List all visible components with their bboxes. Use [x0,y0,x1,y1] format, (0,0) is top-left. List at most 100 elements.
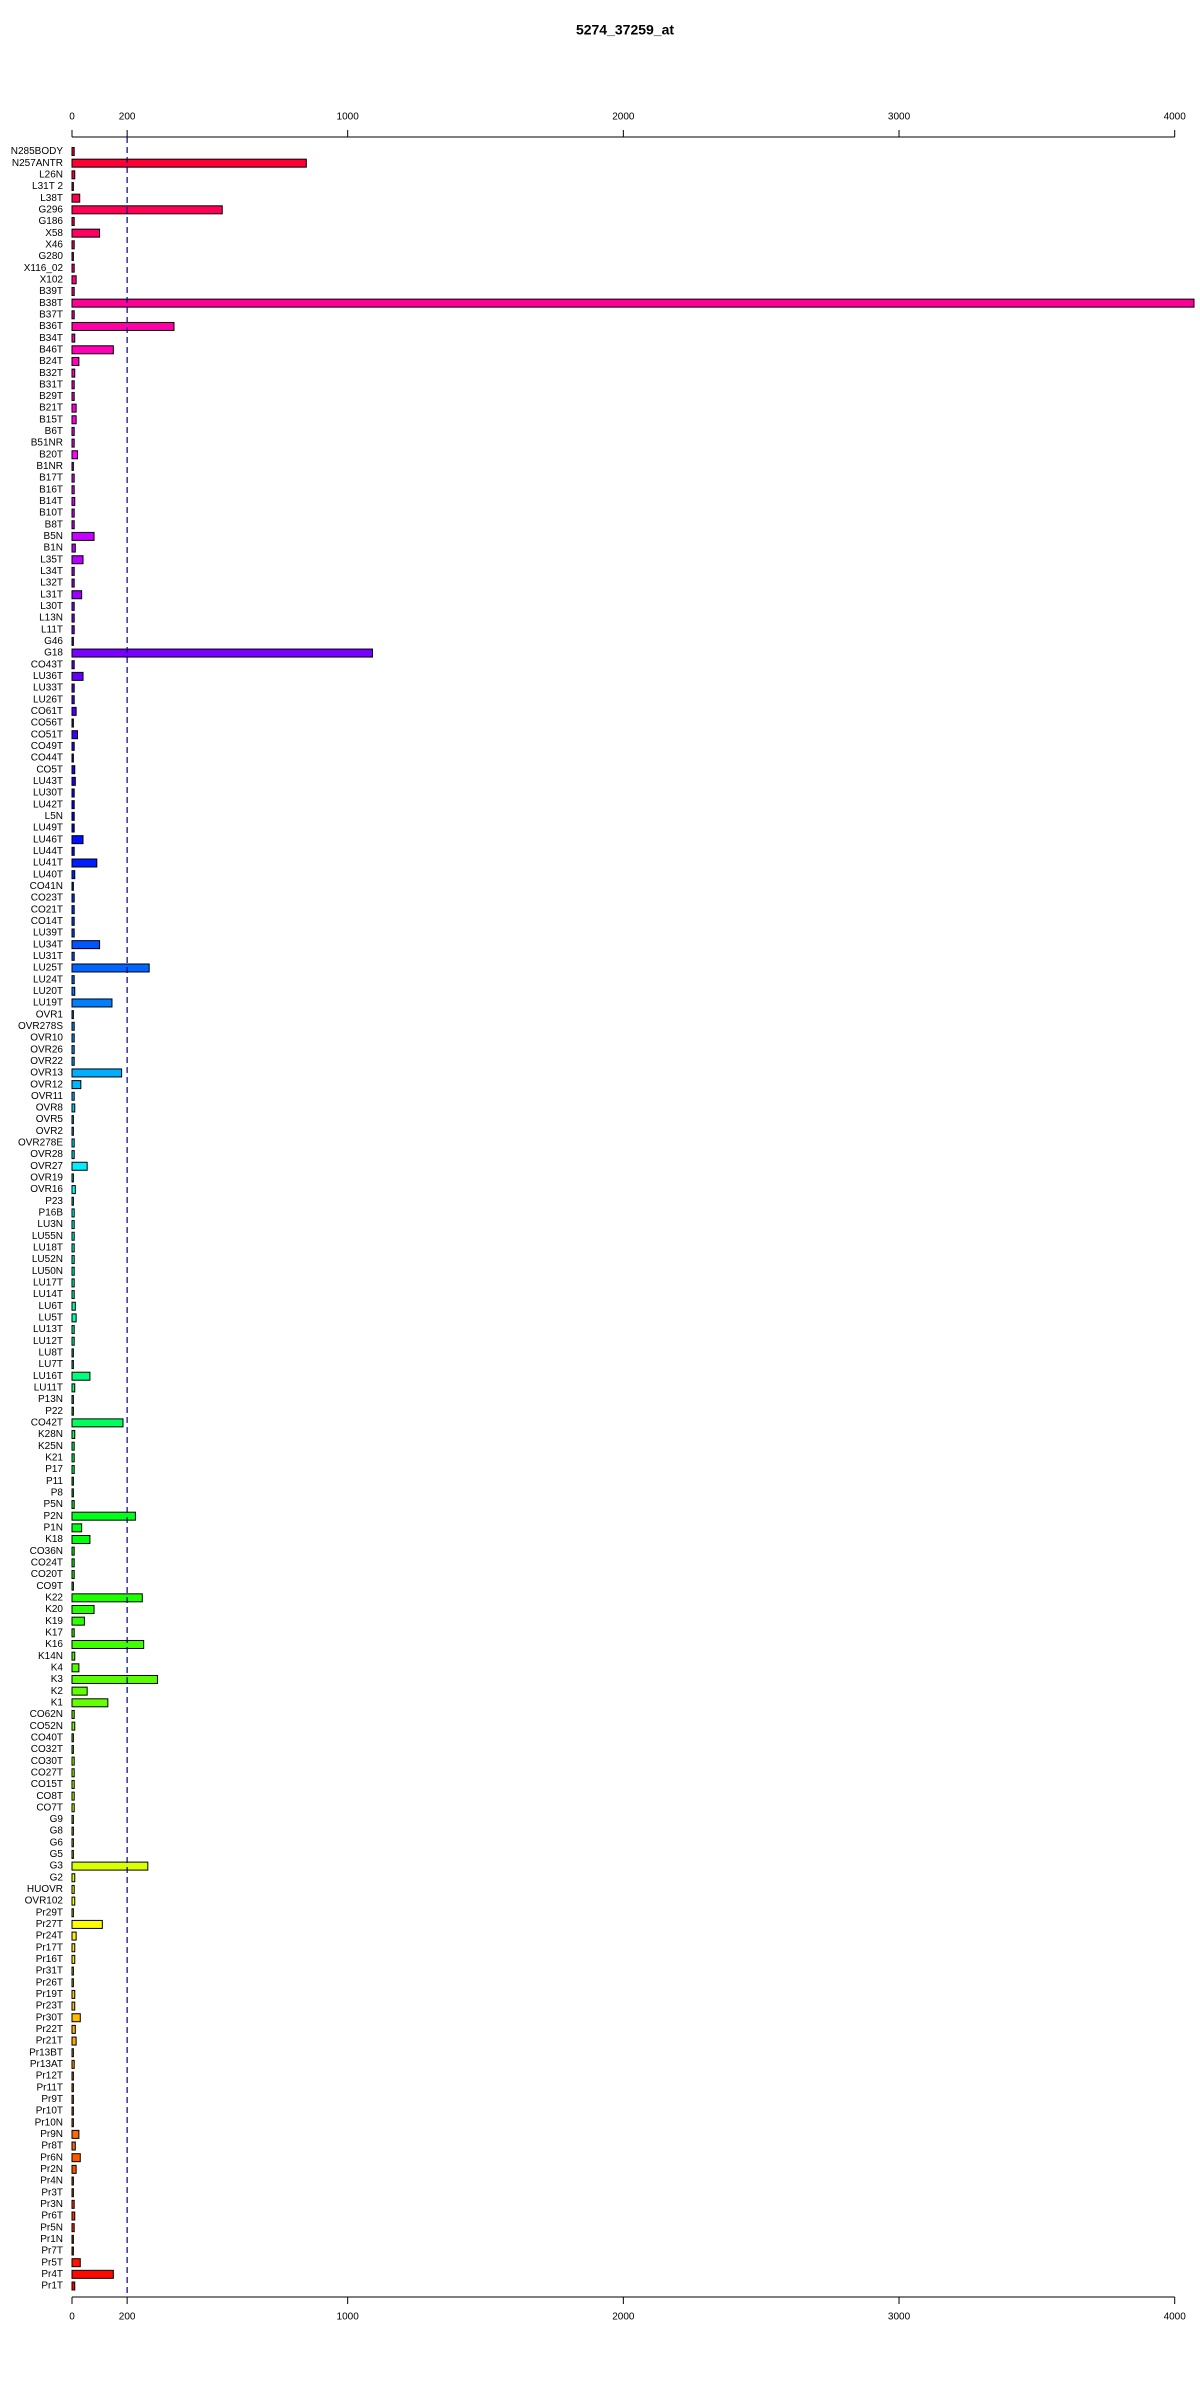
y-tick-label: LU39T [33,928,63,939]
y-tick-label: LU46T [33,834,63,845]
bar [71,1500,75,1510]
bar [71,753,74,763]
bar [71,1301,76,1311]
bar [71,1733,74,1743]
bar [71,2059,75,2069]
bar [71,473,75,483]
bar [71,1033,75,1043]
y-tick-label: K17 [45,1627,63,1638]
y-tick-label: K18 [45,1534,63,1545]
y-tick-label: CO14T [31,916,63,927]
y-tick-label: B8T [45,519,63,530]
y-tick-label: Pr9T [41,2094,63,2105]
bar [71,1068,123,1078]
bar [71,205,223,215]
y-tick-label: LU31T [33,951,63,962]
bar [71,485,75,495]
y-tick-label: Pr11T [37,2082,64,2093]
y-tick-label: L31T 2 [32,181,63,192]
bar [71,1756,75,1766]
y-tick-label: L31T [40,589,63,600]
bar [71,286,75,296]
y-tick-label: B16T [39,484,63,495]
y-tick-label: G6 [50,1837,64,1848]
y-tick-label: CO7T [36,1802,63,1813]
bar [71,1791,75,1801]
bar [71,1453,75,1463]
bar [71,1056,75,1066]
bar [71,1231,75,1241]
y-tick-label: Pr4N [40,2176,63,2187]
y-tick-label: X102 [40,274,64,285]
bar [71,450,79,460]
bar [71,1954,76,1964]
chart-title: 5274_37259_at [576,22,674,38]
y-tick-label: OVR8 [36,1103,64,1114]
bar [71,2246,74,2256]
bar [71,1196,74,1206]
y-tick-label: Pr17T [36,1942,63,1953]
y-tick-label: Pr5T [41,2257,63,2268]
bar [71,1849,74,1859]
bar [71,2118,74,2128]
y-tick-label: LU42T [33,799,63,810]
y-tick-label: K4 [51,1662,64,1673]
y-tick-label: LU7T [39,1359,63,1370]
y-tick-label: Pr3T [41,2187,63,2198]
y-tick-label: LU14T [33,1289,63,1300]
bar [71,438,75,448]
bar [71,730,79,740]
bar [71,380,75,390]
x-tick-label: 2000 [612,112,635,123]
y-tick-label: HUOVR [27,1884,63,1895]
y-tick-label: OVR28 [30,1149,63,1160]
bar [71,298,1195,308]
bar [71,928,75,938]
bar [71,2094,74,2104]
y-tick-label: B37T [39,309,63,320]
bar [71,2153,81,2163]
bar [71,496,76,506]
bar [71,648,373,658]
bar [71,1779,75,1789]
y-tick-label: CO44T [31,753,63,764]
bar [71,1476,74,1486]
y-tick-label: B10T [39,508,63,519]
bar [71,881,74,891]
bar [71,2199,75,2209]
y-tick-label: Pr16T [36,1954,63,1965]
bar [71,1570,75,1579]
y-tick-label: K19 [45,1616,63,1627]
y-tick-label: P8 [51,1487,64,1498]
y-tick-label: G296 [39,204,64,215]
y-tick-label: Pr1N [40,2234,63,2245]
y-tick-label: B34T [39,333,63,344]
y-tick-label: K21 [45,1453,63,1464]
bar [71,963,150,973]
x-tick-label: 1000 [337,112,360,123]
y-tick-label: B29T [39,391,63,402]
bar [71,2164,77,2174]
bar [71,1989,76,1999]
y-tick-label: N285BODY [11,146,64,157]
bar [71,1336,75,1346]
y-tick-label: Pr30T [36,2012,63,2023]
y-tick-label: LU19T [33,998,63,1009]
bar [71,216,75,226]
y-tick-label: P1N [44,1522,63,1533]
y-tick-label: Pr9N [40,2129,63,2140]
y-tick-label: LU16T [33,1371,63,1382]
y-tick-label: Pr23T [36,2001,63,2012]
y-tick-label: B20T [39,449,63,460]
bar [71,1908,74,1918]
y-tick-label: CO61T [31,706,63,717]
y-tick-label: B5N [44,531,63,542]
y-tick-label: LU6T [39,1301,63,1312]
bar [71,508,75,518]
bar [71,1173,74,1183]
bar [71,181,74,191]
bar [71,1698,109,1708]
bar [71,147,75,156]
y-tick-label: Pr13BT [29,2047,63,2058]
y-tick-label: B1N [44,543,63,554]
